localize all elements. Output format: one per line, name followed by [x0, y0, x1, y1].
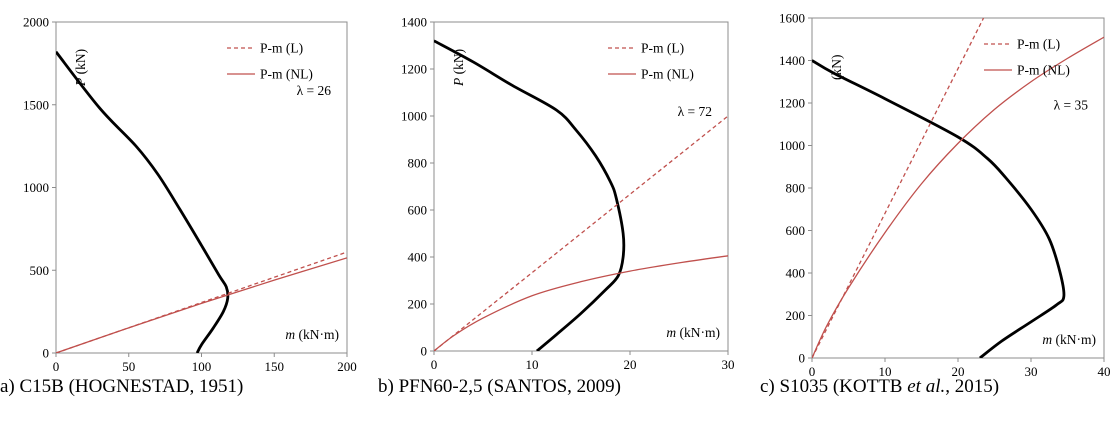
series-line-nonlinear [812, 36, 1104, 358]
y-tick-label: 800 [408, 156, 428, 171]
y-tick-label: 1200 [401, 62, 427, 77]
series-group [812, 18, 1104, 358]
y-tick-label: 1200 [779, 96, 805, 111]
y-tick-label: 200 [408, 297, 428, 312]
y-tick-label: 600 [786, 223, 806, 238]
x-tick-label: 10 [526, 357, 539, 372]
y-tick-label: 1000 [779, 138, 805, 153]
series-group [56, 50, 347, 353]
y-tick-label: 400 [786, 266, 806, 281]
panel-caption: c) S1035 (KOTTB et al., 2015) [760, 376, 999, 397]
chart-panel-2: 0 200 400 600 800 1000 1200 1400 0 10 20 30 P-m (L) P… [378, 15, 735, 398]
x-tick-label: 20 [952, 364, 965, 379]
y-tick-label: 1600 [779, 11, 805, 26]
series-line-nonlinear [56, 257, 347, 353]
y-tick-label: 1400 [779, 53, 805, 68]
chart-panel-1: 0 500 1000 1500 2000 0 50 100 150 200 P-m (L) P-m (… [0, 15, 357, 398]
legend-entry: P-m (NL) [260, 67, 313, 82]
y-axis-label: P (kN) [451, 49, 466, 87]
capacity-curve [812, 59, 1066, 358]
legend-entry: P-m (L) [641, 41, 684, 56]
x-tick-label: 30 [1025, 364, 1038, 379]
y-tick-label: 2000 [23, 15, 49, 30]
x-tick-label: 150 [265, 359, 285, 374]
chart-panel-3: 0 200 400 600 800 1000 1200 1400 1600 0 10 20 30 40 P-… [760, 11, 1111, 398]
legend-entry: P-m (NL) [641, 67, 694, 82]
series-line-linear [434, 115, 728, 351]
legend-entry: P-m (L) [260, 41, 303, 56]
capacity-curve [56, 50, 230, 353]
series-line-nonlinear [434, 255, 728, 351]
y-tick-label: 1500 [23, 97, 49, 112]
y-tick-label: 1000 [23, 180, 49, 195]
panel-caption: a) C15B (HOGNESTAD, 1951) [0, 376, 243, 397]
x-tick-label: 40 [1098, 364, 1111, 379]
y-tick-label: 0 [43, 346, 50, 361]
x-tick-label: 10 [879, 364, 892, 379]
x-tick-label: 50 [122, 359, 135, 374]
x-tick-label: 100 [192, 359, 212, 374]
capacity-curve [434, 39, 626, 351]
legend-entry: P-m (L) [1017, 37, 1060, 52]
x-axis-label: m (kN·m) [666, 325, 720, 340]
x-tick-label: 0 [809, 364, 816, 379]
x-tick-label: 200 [337, 359, 357, 374]
y-tick-label: 800 [786, 181, 806, 196]
annotation-lambda: λ = 72 [678, 104, 712, 119]
y-tick-label: 500 [30, 263, 50, 278]
series-group [434, 39, 728, 351]
y-axis-label: P (kN) [73, 49, 88, 87]
y-tick-label: 400 [408, 250, 428, 265]
panel-caption: b) PFN60-2,5 (SANTOS, 2009) [378, 376, 621, 397]
x-axis-label: m (kN·m) [285, 327, 339, 342]
y-tick-label: 1000 [401, 109, 427, 124]
x-tick-label: 30 [722, 357, 735, 372]
y-tick-label: 0 [421, 344, 428, 359]
y-tick-label: 0 [799, 351, 806, 366]
x-axis-label: m (kN·m) [1042, 332, 1096, 347]
plot-frame [433, 21, 729, 352]
y-tick-label: 600 [408, 203, 428, 218]
y-tick-label: 200 [786, 308, 806, 323]
y-axis-label: (kN) [829, 55, 844, 81]
annotation-lambda: λ = 26 [297, 83, 332, 98]
x-tick-label: 0 [53, 359, 60, 374]
annotation-lambda: λ = 35 [1054, 97, 1089, 112]
x-tick-label: 0 [431, 357, 438, 372]
x-tick-label: 20 [624, 357, 637, 372]
y-tick-label: 1400 [401, 15, 427, 30]
legend-entry: P-m (NL) [1017, 63, 1070, 78]
